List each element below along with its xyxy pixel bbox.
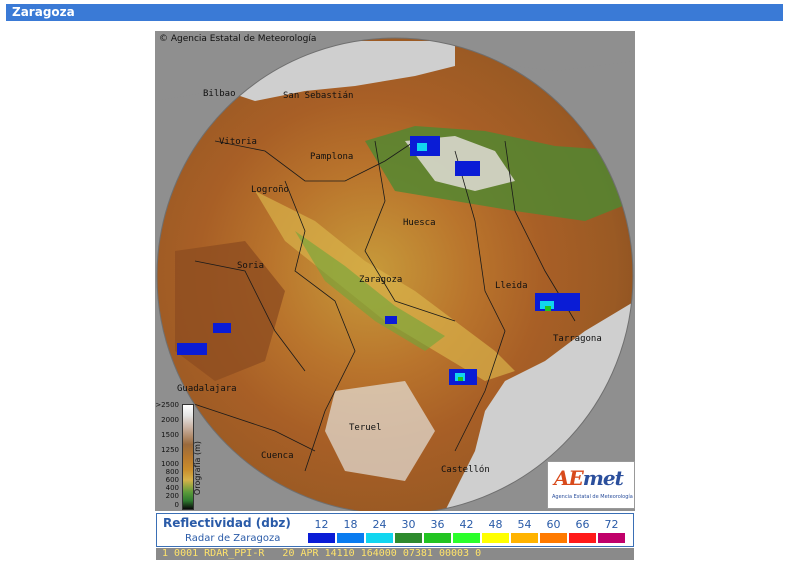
legend-swatch bbox=[540, 533, 567, 543]
city-label: Castellón bbox=[441, 465, 490, 475]
page-title: Zaragoza bbox=[6, 4, 783, 21]
legend-swatch bbox=[308, 533, 335, 543]
legend-item: 30 bbox=[395, 517, 422, 545]
legend-item: 42 bbox=[453, 517, 480, 545]
logo-word-b: met bbox=[582, 466, 624, 490]
city-label: Guadalajara bbox=[177, 384, 237, 394]
legend-value: 24 bbox=[372, 518, 387, 531]
legend-value: 36 bbox=[430, 518, 445, 531]
legend-swatch bbox=[366, 533, 393, 543]
legend-value: 54 bbox=[517, 518, 532, 531]
orography-label: 600 bbox=[165, 476, 179, 484]
legend-value: 60 bbox=[546, 518, 561, 531]
orography-label: >2500 bbox=[155, 401, 179, 409]
legend-item: 72 bbox=[598, 517, 625, 545]
legend-swatch bbox=[511, 533, 538, 543]
legend-swatch bbox=[395, 533, 422, 543]
legend-item: 54 bbox=[511, 517, 538, 545]
legend-value: 18 bbox=[343, 518, 358, 531]
legend-swatch bbox=[598, 533, 625, 543]
city-label: Logroño bbox=[251, 185, 289, 195]
legend-title: Reflectividad (dbz) bbox=[163, 516, 291, 530]
legend-value: 42 bbox=[459, 518, 474, 531]
orography-label: 1250 bbox=[161, 446, 179, 454]
city-label: Tarragona bbox=[553, 334, 602, 344]
city-label: Soria bbox=[237, 261, 265, 271]
legend-value: 48 bbox=[488, 518, 503, 531]
legend-item: 24 bbox=[366, 517, 393, 545]
legend-value: 30 bbox=[401, 518, 416, 531]
city-label: Vitoria bbox=[219, 137, 257, 147]
city-label: Pamplona bbox=[310, 152, 354, 162]
orography-label: 2000 bbox=[161, 416, 179, 424]
reflectivity-legend: Reflectividad (dbz) Radar de Zaragoza 12… bbox=[156, 513, 634, 547]
city-label: Lleida bbox=[495, 281, 528, 291]
aemet-logo-subtitle: Agencia Estatal de Meteorología bbox=[552, 494, 633, 500]
legend-item: 66 bbox=[569, 517, 596, 545]
map-credit: © Agencia Estatal de Meteorología bbox=[159, 34, 317, 44]
city-label: San Sebastián bbox=[283, 91, 354, 101]
legend-value: 12 bbox=[314, 518, 329, 531]
city-label: Zaragoza bbox=[359, 275, 403, 285]
legend-value: 72 bbox=[604, 518, 619, 531]
status-line: 1 0001 RDAR_PPI-R 20 APR 14110 164000 07… bbox=[156, 548, 634, 560]
city-label: Bilbao bbox=[203, 89, 236, 99]
legend-item: 18 bbox=[337, 517, 364, 545]
legend-swatch bbox=[569, 533, 596, 543]
city-label: Cuenca bbox=[261, 451, 294, 461]
orography-label: 400 bbox=[165, 484, 179, 492]
legend-swatch bbox=[337, 533, 364, 543]
legend-item: 60 bbox=[540, 517, 567, 545]
orography-label: 0 bbox=[174, 501, 179, 509]
legend-swatch bbox=[453, 533, 480, 543]
orography-label: 1000 bbox=[161, 460, 179, 468]
legend-item: 36 bbox=[424, 517, 451, 545]
legend-subtitle: Radar de Zaragoza bbox=[185, 533, 281, 544]
legend-swatch bbox=[482, 533, 509, 543]
city-label: Teruel bbox=[349, 423, 382, 433]
orography-label: 1500 bbox=[161, 431, 179, 439]
radar-map: © Agencia Estatal de Meteorología Bilbao… bbox=[155, 31, 635, 511]
legend-swatch bbox=[424, 533, 451, 543]
city-label: Huesca bbox=[403, 218, 436, 228]
aemet-logo[interactable]: AEmet Agencia Estatal de Meteorología bbox=[547, 461, 635, 509]
orography-label: 800 bbox=[165, 468, 179, 476]
radar-map-image bbox=[155, 31, 635, 511]
orography-color-bar bbox=[182, 404, 194, 510]
orography-label: 200 bbox=[165, 492, 179, 500]
legend-value: 66 bbox=[575, 518, 590, 531]
orography-axis-label: Orografía (m) bbox=[193, 441, 202, 496]
aemet-logo-word: AEmet bbox=[554, 466, 624, 490]
logo-word-a: AE bbox=[554, 466, 584, 490]
legend-item: 12 bbox=[308, 517, 335, 545]
orography-scale: >2500 2000 1500 1250 1000 800 600 400 20… bbox=[155, 401, 211, 511]
legend-color-scale: 12 18 24 30 36 42 48 54 60 66 72 bbox=[308, 517, 632, 545]
legend-item: 48 bbox=[482, 517, 509, 545]
